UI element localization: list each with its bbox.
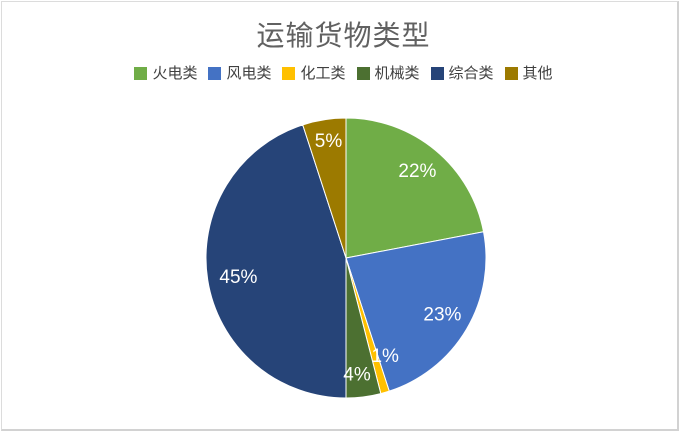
legend-swatch-icon <box>504 67 518 80</box>
pie-slice-综合类[interactable] <box>205 124 347 399</box>
chart-title[interactable]: 运输货物类型 <box>256 20 431 51</box>
legend-swatch-icon <box>282 67 296 80</box>
legend-item-化工类[interactable]: 化工类 <box>282 65 346 82</box>
legend-item-综合类[interactable]: 综合类 <box>430 65 494 82</box>
pie-slice-火电类[interactable] <box>345 117 485 259</box>
legend-item-火电类[interactable]: 火电类 <box>134 66 197 81</box>
legend-swatch-icon <box>208 67 222 80</box>
legend-swatch-icon <box>356 67 370 80</box>
legend-swatch-icon <box>430 67 444 80</box>
slice-data-label: 4% <box>343 365 371 386</box>
legend-item-其他[interactable]: 其他 <box>504 65 553 82</box>
slice-data-label: 22% <box>398 161 436 182</box>
legend-item-风电类[interactable]: 风电类 <box>208 66 271 81</box>
pie-slice-风电类[interactable] <box>345 231 487 392</box>
slice-data-label: 45% <box>219 267 257 288</box>
legend-item-机械类[interactable]: 机械类 <box>356 65 420 82</box>
slice-data-label: 23% <box>423 305 461 326</box>
legend-label: 火电类 <box>152 65 198 82</box>
legend-label: 综合类 <box>448 65 494 82</box>
pie-slice-其他[interactable] <box>302 117 347 259</box>
legend-label: 化工类 <box>300 65 346 82</box>
legend-label: 其他 <box>522 65 553 82</box>
legend-label: 风电类 <box>226 65 272 82</box>
slice-data-label: 1% <box>371 346 399 367</box>
slice-data-label: 5% <box>315 131 343 152</box>
legend-swatch-icon <box>134 67 148 80</box>
chart-legend: 火电类 风电类 化工类 机械类 综合类 其他 <box>0 66 687 81</box>
legend-label: 机械类 <box>374 65 420 82</box>
